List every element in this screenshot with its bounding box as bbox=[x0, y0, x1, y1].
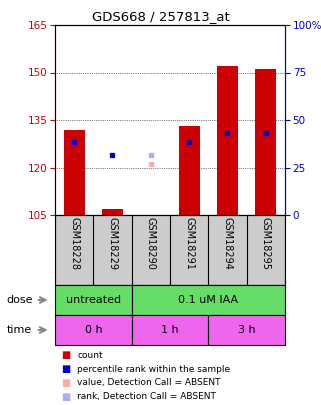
Text: value, Detection Call = ABSENT: value, Detection Call = ABSENT bbox=[77, 379, 221, 388]
Text: count: count bbox=[77, 350, 103, 360]
Text: time: time bbox=[6, 325, 32, 335]
Text: ■: ■ bbox=[61, 350, 71, 360]
Text: percentile rank within the sample: percentile rank within the sample bbox=[77, 364, 230, 373]
Text: untreated: untreated bbox=[66, 295, 121, 305]
Text: GSM18228: GSM18228 bbox=[69, 217, 79, 270]
Bar bbox=[132, 285, 285, 315]
Text: GSM18295: GSM18295 bbox=[261, 217, 271, 270]
Text: GDS668 / 257813_at: GDS668 / 257813_at bbox=[91, 10, 230, 23]
Bar bbox=[132, 315, 208, 345]
Text: ■: ■ bbox=[61, 378, 71, 388]
Bar bbox=[140, 215, 161, 217]
Bar bbox=[55, 315, 132, 345]
Bar bbox=[64, 130, 85, 215]
Bar bbox=[55, 285, 132, 315]
Text: 1 h: 1 h bbox=[161, 325, 179, 335]
Text: GSM18290: GSM18290 bbox=[146, 217, 156, 270]
Bar bbox=[217, 66, 238, 215]
Bar bbox=[102, 209, 123, 215]
Bar bbox=[208, 315, 285, 345]
Bar bbox=[178, 126, 200, 215]
Text: GSM18294: GSM18294 bbox=[222, 217, 232, 270]
Text: GSM18229: GSM18229 bbox=[108, 217, 117, 270]
Bar bbox=[255, 69, 276, 215]
Text: 0 h: 0 h bbox=[84, 325, 102, 335]
Text: GSM18291: GSM18291 bbox=[184, 217, 194, 270]
Text: ■: ■ bbox=[61, 392, 71, 402]
Text: dose: dose bbox=[6, 295, 33, 305]
Text: 0.1 uM IAA: 0.1 uM IAA bbox=[178, 295, 239, 305]
Text: ■: ■ bbox=[61, 364, 71, 374]
Text: 3 h: 3 h bbox=[238, 325, 256, 335]
Text: rank, Detection Call = ABSENT: rank, Detection Call = ABSENT bbox=[77, 392, 216, 401]
